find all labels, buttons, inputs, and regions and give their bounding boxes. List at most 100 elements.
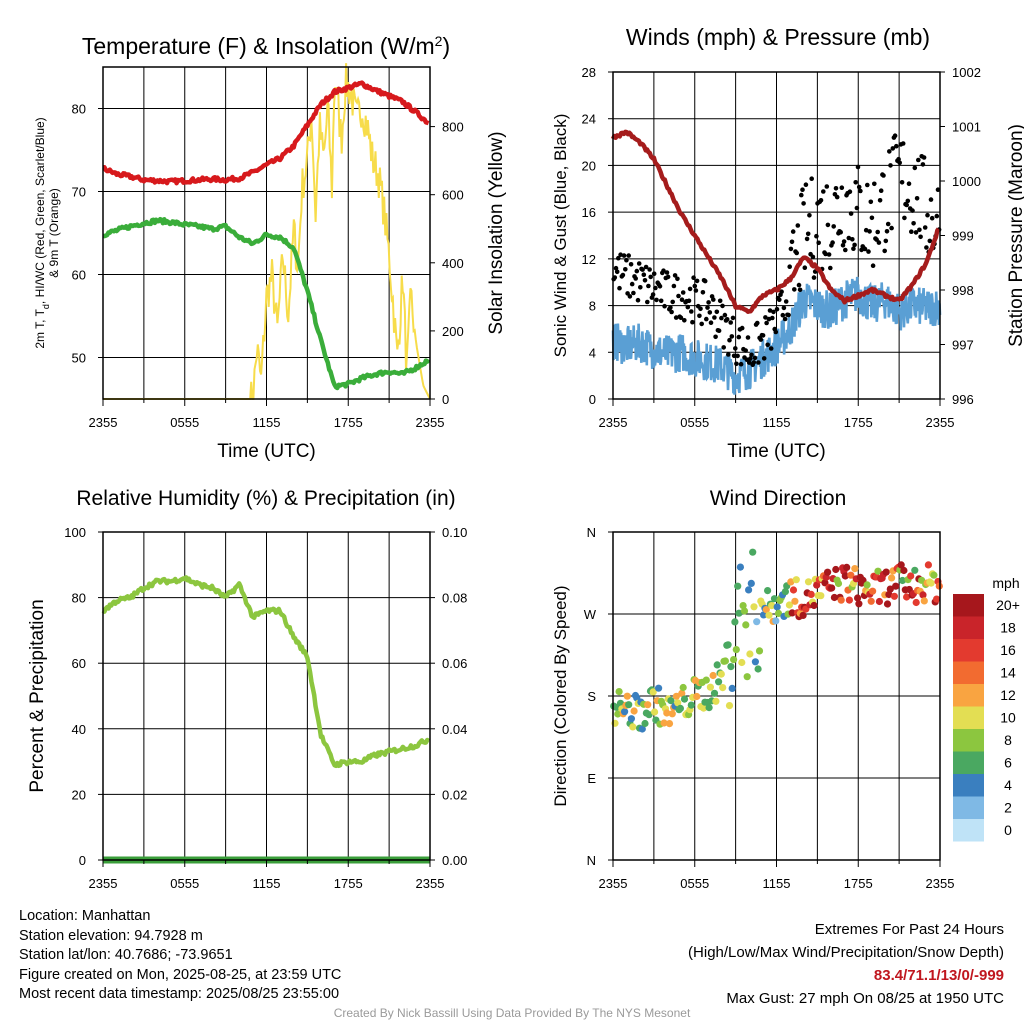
direction-point — [883, 600, 892, 608]
y-tick-label: 80 — [72, 591, 86, 606]
x-axis: 2355 0555 1155 1755 2355 — [89, 399, 444, 430]
gust-point — [633, 276, 638, 281]
legend-label: 4 — [1004, 777, 1012, 793]
right-axis: 0 200 400 600 800 — [430, 120, 464, 407]
gust-point — [801, 201, 806, 206]
gust-point — [913, 230, 919, 235]
direction-point — [655, 684, 663, 692]
gust-point — [843, 247, 848, 253]
gust-point — [705, 305, 710, 310]
direction-point — [762, 606, 770, 614]
y-tick-label-right: 600 — [442, 188, 464, 203]
gust-point — [902, 215, 907, 221]
gust-point — [795, 223, 801, 228]
direction-point — [924, 561, 933, 569]
y-tick-label-right: 1001 — [952, 120, 981, 135]
direction-point — [788, 609, 796, 617]
direction-point — [730, 656, 738, 664]
gust-point — [854, 205, 860, 211]
x-tick-label: 2355 — [89, 876, 118, 891]
direction-point — [847, 571, 855, 579]
direction-point — [743, 673, 751, 681]
gust-point — [739, 325, 745, 331]
gust-point — [865, 182, 870, 188]
gust-point — [648, 274, 653, 280]
gust-point — [654, 297, 659, 303]
legend-label: 20+ — [996, 597, 1020, 613]
direction-point — [665, 720, 674, 728]
gust-point — [847, 189, 853, 194]
direction-point — [614, 710, 622, 718]
direction-point — [845, 596, 854, 604]
y-axis-title: Sonic Wind & Gust (Blue, Black) — [551, 114, 570, 358]
y-tick-label: 20 — [72, 787, 86, 802]
gust-point — [866, 249, 871, 254]
gust-point — [851, 246, 856, 251]
gust-point — [756, 360, 761, 365]
y-tick-label-right: 996 — [952, 392, 974, 407]
gust-point — [889, 225, 894, 231]
gust-point — [722, 312, 728, 318]
gust-point — [629, 281, 635, 287]
direction-point — [867, 597, 875, 605]
direction-point — [824, 568, 832, 576]
gust-point — [697, 313, 702, 319]
legend-swatch — [953, 616, 984, 639]
legend-label: 18 — [1000, 620, 1016, 636]
direction-point — [740, 607, 749, 615]
gust-point — [900, 141, 906, 146]
max-gust-text: Max Gust: 27 mph On 08/25 at 1950 UTC — [726, 990, 1004, 1007]
gust-point — [650, 292, 656, 297]
gust-point — [928, 197, 934, 202]
direction-point — [863, 581, 871, 589]
y-tick-label: 20 — [582, 158, 596, 173]
x-tick-label: 1155 — [253, 876, 281, 891]
credit-text: Created By Nick Bassill Using Data Provi… — [333, 1006, 691, 1020]
gust-point — [623, 267, 628, 272]
direction-point — [719, 684, 727, 692]
direction-point — [649, 688, 657, 696]
direction-point — [651, 708, 659, 716]
direction-point — [888, 574, 896, 582]
direction-point — [927, 579, 935, 587]
gust-point — [763, 315, 768, 320]
gust-point — [713, 334, 718, 340]
gust-point — [782, 316, 788, 322]
y-tick-label: N — [587, 525, 596, 540]
gust-point — [888, 163, 893, 168]
gust-point — [702, 278, 708, 284]
gust-point — [894, 143, 899, 149]
direction-point — [854, 594, 862, 602]
direction-point — [875, 597, 884, 606]
y-tick-label: 40 — [72, 722, 86, 737]
direction-point — [841, 572, 849, 580]
gust-point — [796, 282, 802, 288]
gust-point — [858, 188, 863, 194]
gust-point — [635, 297, 641, 303]
direction-point — [773, 603, 781, 611]
y-axis-title: 2m T, Td, HI/WC (Red, Green, Scarlet/Blu… — [33, 117, 51, 348]
gust-point — [897, 160, 902, 166]
y-tick-label: 60 — [72, 656, 86, 671]
legend-label: 16 — [1000, 642, 1016, 658]
direction-point — [674, 699, 682, 707]
direction-point — [727, 663, 735, 671]
gust-point — [805, 231, 811, 237]
gust-point — [862, 246, 868, 252]
direction-point — [687, 701, 695, 709]
legend-swatch — [953, 819, 984, 842]
direction-point — [749, 548, 757, 556]
gust-point — [748, 356, 753, 361]
gust-point — [736, 334, 742, 340]
gust-point — [729, 334, 735, 339]
gust-point — [618, 252, 623, 257]
gust-point — [890, 146, 896, 151]
gust-point — [809, 176, 814, 181]
gust-point — [911, 221, 916, 226]
gust-point — [676, 293, 681, 299]
legend-swatch — [953, 594, 984, 617]
gust-point — [794, 250, 799, 256]
gust-point — [797, 287, 803, 293]
legend-label: 6 — [1004, 755, 1012, 771]
x-tick-label: 1755 — [844, 415, 873, 430]
